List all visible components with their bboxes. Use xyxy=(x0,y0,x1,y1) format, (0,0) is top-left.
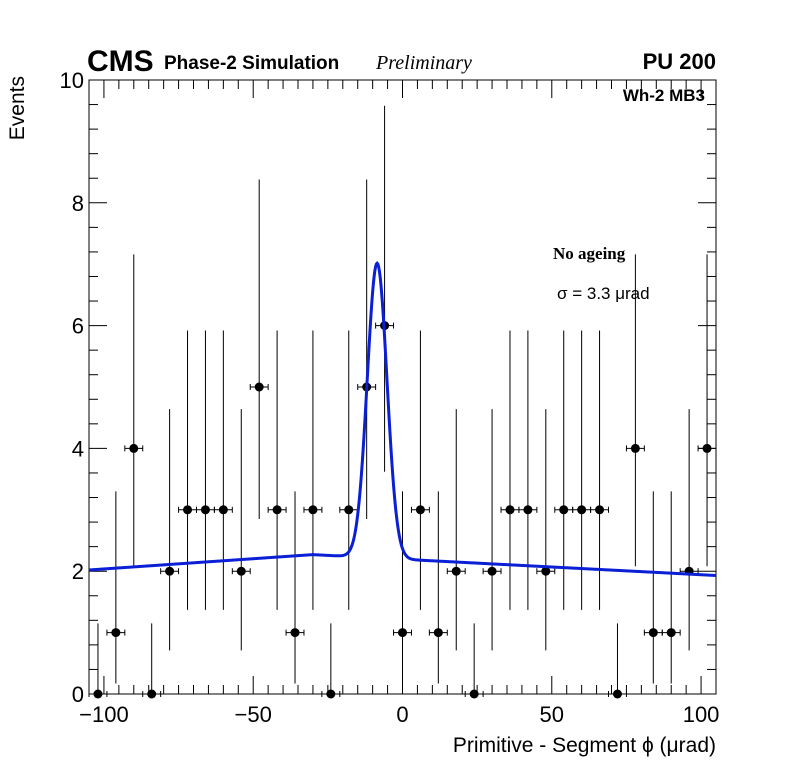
data-marker xyxy=(398,628,407,638)
data-marker xyxy=(93,689,103,699)
x-tick-label: 0 xyxy=(396,702,408,727)
data-point xyxy=(375,105,395,472)
data-point xyxy=(267,330,287,610)
y-axis-title: Events xyxy=(6,76,29,140)
x-axis-title: Primitive - Segment ϕ (μrad) xyxy=(453,734,716,757)
data-point xyxy=(178,330,197,610)
y-tick-label: 4 xyxy=(72,436,84,461)
data-marker xyxy=(183,505,193,515)
data-point xyxy=(339,330,359,610)
data-point xyxy=(249,179,269,520)
data-point xyxy=(661,491,681,684)
data-point xyxy=(142,623,162,699)
y-tick-label: 8 xyxy=(72,191,84,216)
data-point xyxy=(124,254,144,567)
data-marker xyxy=(272,505,282,515)
data-marker xyxy=(433,628,443,638)
phase2-simulation-label: Phase-2 Simulation xyxy=(164,53,339,74)
x-tick-label: 100 xyxy=(683,702,720,727)
data-marker xyxy=(630,443,640,453)
y-tick-label: 2 xyxy=(72,559,84,584)
data-marker xyxy=(541,566,551,576)
data-point xyxy=(572,330,592,610)
data-marker xyxy=(666,628,676,638)
x-tick-label: −50 xyxy=(235,702,272,727)
data-marker xyxy=(523,505,533,515)
fit-curve xyxy=(88,260,717,577)
data-point xyxy=(482,409,502,651)
data-marker xyxy=(612,689,622,699)
data-point xyxy=(446,409,466,651)
data-marker xyxy=(290,628,300,638)
data-point xyxy=(160,409,180,651)
data-marker xyxy=(451,566,461,576)
data-point xyxy=(518,330,538,610)
x-tick-label: −100 xyxy=(79,702,129,727)
data-point xyxy=(590,330,610,610)
data-point xyxy=(88,623,108,699)
data-point xyxy=(195,330,215,610)
data-point xyxy=(643,491,663,684)
data-marker xyxy=(308,505,318,515)
y-tick-label: 6 xyxy=(72,314,84,339)
cms-label: CMS xyxy=(87,45,154,78)
data-point xyxy=(410,330,430,610)
data-marker xyxy=(344,505,354,515)
data-marker xyxy=(577,505,587,515)
data-marker xyxy=(129,443,139,453)
region-label: Wh-2 MB3 xyxy=(623,86,705,105)
pileup-label: PU 200 xyxy=(643,49,716,74)
preliminary-label: Preliminary xyxy=(375,52,472,74)
data-point xyxy=(303,330,323,610)
data-point xyxy=(106,491,126,684)
data-point xyxy=(679,409,699,651)
data-point xyxy=(321,623,341,699)
data-point xyxy=(231,409,251,651)
data-point xyxy=(625,254,645,567)
data-marker xyxy=(326,689,336,699)
sigma-label: σ = 3.3 μrad xyxy=(557,284,650,303)
data-point xyxy=(213,330,233,610)
data-marker xyxy=(165,566,175,576)
data-marker xyxy=(111,628,121,638)
data-marker xyxy=(469,689,479,699)
x-tick-label: 50 xyxy=(540,702,564,727)
data-marker xyxy=(147,689,157,699)
data-point xyxy=(697,254,717,567)
data-marker xyxy=(236,566,246,576)
data-marker xyxy=(218,505,228,515)
data-point xyxy=(285,491,305,684)
data-point xyxy=(428,491,448,684)
data-marker xyxy=(648,628,658,638)
data-marker xyxy=(505,505,515,515)
data-marker xyxy=(559,505,569,515)
data-points xyxy=(88,105,717,699)
axes: −100 −50 0 50 100 0 2 4 6 8 10 xyxy=(60,68,720,727)
data-point xyxy=(357,179,377,520)
data-marker xyxy=(595,505,605,515)
ageing-label: No ageing xyxy=(553,244,626,263)
data-marker xyxy=(487,566,497,576)
data-marker xyxy=(200,505,210,515)
data-point xyxy=(393,491,412,684)
data-marker xyxy=(702,443,712,453)
data-point xyxy=(464,623,484,699)
data-point xyxy=(536,409,556,651)
y-tick-label: 10 xyxy=(60,68,84,93)
data-point xyxy=(500,330,520,610)
data-point xyxy=(608,623,627,699)
data-marker xyxy=(254,382,264,392)
data-marker xyxy=(415,505,425,515)
y-tick-label: 0 xyxy=(72,682,84,707)
